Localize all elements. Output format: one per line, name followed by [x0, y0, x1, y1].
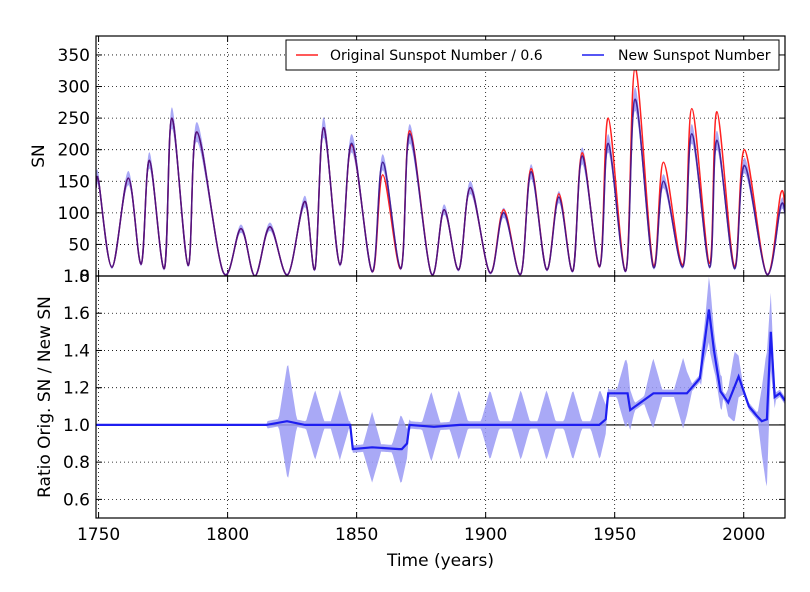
- xtick-label: 1950: [593, 525, 636, 545]
- top-ytick-label: 300: [58, 78, 90, 98]
- bottom-ytick-label: 1.8: [63, 267, 90, 287]
- bottom-ytick-label: 0.8: [63, 453, 90, 473]
- legend-box: [285, 39, 780, 71]
- xtick-label: 1800: [206, 525, 249, 545]
- xtick-label: 1850: [335, 525, 378, 545]
- top-ytick-label: 0: [79, 267, 90, 287]
- bottom-ytick-label: 1.4: [63, 341, 90, 361]
- top-ytick-label: 150: [58, 172, 90, 192]
- legend-label-new: New Sunspot Number: [618, 48, 771, 64]
- bottom-ylabel: Ratio Orig. SN / New SN: [35, 296, 55, 498]
- bottom-ytick-label: 0.6: [63, 490, 90, 510]
- bottom-frame: [95, 275, 786, 519]
- top-ylabel: SN: [29, 144, 49, 168]
- top-ytick-label: 250: [58, 109, 90, 129]
- top-ytick-label: 350: [58, 46, 90, 66]
- top-ytick-label: 100: [58, 204, 90, 224]
- legend: Original Sunspot Number / 0.6 New Sunspot…: [285, 39, 780, 71]
- ratio-line: [96, 309, 785, 451]
- ratio-panel: 0.6 0.8 1.0 1.2 1.4 1.6 1.8 Ratio Orig. SN / Ne…: [35, 267, 786, 571]
- top-ytick-label: 50: [68, 235, 90, 255]
- xtick-label: 1750: [77, 525, 120, 545]
- xlabel: Time (years): [386, 551, 494, 571]
- bottom-ytick-label: 1.2: [63, 379, 90, 399]
- xtick-label: 1900: [464, 525, 507, 545]
- sunspot-number-panel: 0 50 100 150 200 250 300 350 SN: [29, 35, 786, 287]
- top-plot-area: [96, 66, 785, 276]
- overlap-line: [96, 98, 785, 276]
- xtick-label: 2000: [722, 525, 765, 545]
- top-ytick-label: 200: [58, 141, 90, 161]
- legend-label-original: Original Sunspot Number / 0.6: [330, 48, 543, 64]
- bottom-plot-area: [96, 276, 785, 487]
- bottom-ytick-label: 1.0: [63, 416, 90, 436]
- bottom-ytick-label: 1.6: [63, 304, 90, 324]
